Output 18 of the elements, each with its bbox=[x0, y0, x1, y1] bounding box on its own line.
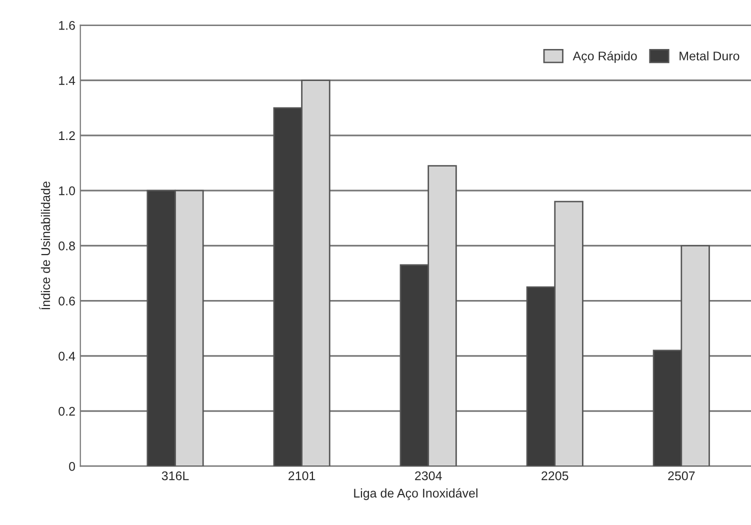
x-tick-label: 2101 bbox=[288, 471, 316, 480]
y-tick-label: 0.8 bbox=[58, 242, 75, 250]
y-tick-label: 0.6 bbox=[58, 296, 75, 306]
x-tick-label: 2304 bbox=[415, 471, 442, 480]
y-tick-label: 0 bbox=[69, 462, 76, 471]
legend-label: Aço Rápido bbox=[572, 51, 637, 63]
y-axis-title: Índice de Usinabilidade bbox=[39, 182, 50, 310]
legend-label: Metal Duro bbox=[680, 51, 740, 60]
y-tick-label: 1.0 bbox=[59, 186, 76, 196]
x-tick-label: 2507 bbox=[668, 471, 695, 480]
y-tick-label: 0.4 bbox=[58, 352, 76, 361]
y-tick-label: 0.2 bbox=[58, 406, 75, 416]
y-tick-label: 1.6 bbox=[59, 21, 75, 30]
y-tick-label: 1.4 bbox=[59, 76, 76, 85]
x-axis-title: Liga de Aço Inoxidável bbox=[354, 488, 478, 500]
x-tick-label: 2205 bbox=[542, 471, 568, 480]
x-tick-label: 316L bbox=[162, 471, 189, 480]
y-tick-label: 1.2 bbox=[59, 131, 75, 140]
